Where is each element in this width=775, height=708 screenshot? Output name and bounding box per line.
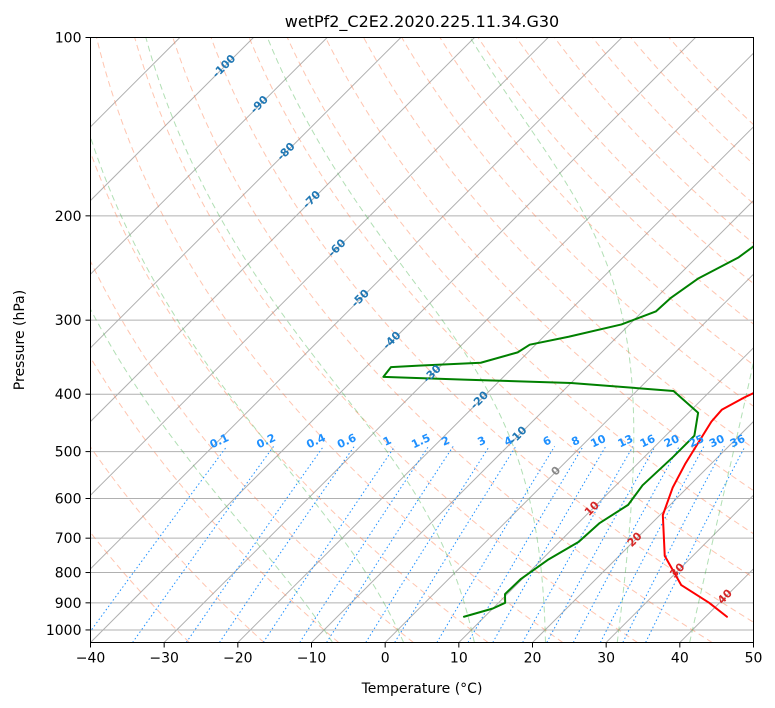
- mixing-ratio-label: 13: [616, 432, 635, 450]
- moist-adiabat-line: [469, 37, 635, 643]
- isotherm-line: [384, 273, 754, 643]
- moist-adiabat-line: [145, 37, 475, 643]
- mixing-ratio-line: [622, 446, 725, 643]
- x-tick-label: 10: [450, 651, 468, 667]
- x-tick-label: 0: [381, 651, 390, 667]
- plot-area: [90, 37, 754, 643]
- mixing-ratio-line: [645, 446, 746, 643]
- x-tick-label: 40: [671, 651, 689, 667]
- y-tick-label: 600: [55, 492, 82, 508]
- mixing-ratio-line: [185, 446, 324, 643]
- x-tick-label: 20: [524, 651, 542, 667]
- moist-adiabat-line: [266, 37, 546, 643]
- dry-adiabat-line: [592, 37, 754, 205]
- isotherm-line: [237, 126, 754, 643]
- mixing-ratio-line: [219, 446, 355, 643]
- moist-adiabat-line: [90, 135, 405, 643]
- x-tick-label: −20: [223, 651, 253, 667]
- chart-title: wetPf2_C2E2.2020.225.11.34.G30: [285, 12, 559, 32]
- profiles: [382, 245, 754, 618]
- mixing-ratio-label: 25: [687, 432, 706, 450]
- dry-adiabat-line: [96, 37, 564, 643]
- isotherm-line: [163, 52, 754, 643]
- y-tick-label: 500: [55, 445, 82, 461]
- mixing-ratio-label: 10: [589, 432, 609, 450]
- x-tick-label: −10: [297, 651, 327, 667]
- moist-adiabat-line: [90, 308, 333, 643]
- background-lines: [90, 37, 754, 643]
- isotherm-line: [90, 37, 328, 275]
- dry-adiabat-line: [477, 37, 754, 325]
- isotherm-line: [90, 37, 254, 202]
- mixing-ratio-label: 36: [728, 432, 748, 450]
- mixing-ratio-line: [262, 446, 396, 643]
- x-tick-label: −30: [149, 651, 179, 667]
- mixing-ratio-line: [326, 446, 454, 643]
- y-axis-label: Pressure (hPa): [12, 290, 28, 390]
- axes: −40 −30 −20 −10 0 10 20 30 40 50 100 200 300 400 500 60…: [46, 31, 763, 667]
- x-axis-label: Temperature (°C): [361, 681, 483, 697]
- x-tick-label: −40: [76, 651, 106, 667]
- isotherm-line: [532, 420, 754, 643]
- mixing-ratio-line: [132, 446, 274, 643]
- y-tick-label: 200: [55, 209, 82, 225]
- dry-adiabat-line: [325, 37, 754, 492]
- mixing-ratio-line: [394, 446, 517, 643]
- dewpoint-profile-line: [382, 245, 754, 618]
- isotherm-line: [458, 347, 754, 643]
- y-tick-label: 900: [55, 596, 82, 612]
- x-tick-label: 50: [745, 651, 763, 667]
- mixing-ratio-label: 16: [638, 432, 658, 450]
- y-tick-label: 100: [55, 31, 82, 47]
- isotherm-line: [605, 494, 754, 643]
- y-tick-label: 700: [55, 531, 82, 547]
- dry-adiabat-line: [134, 37, 638, 643]
- mixing-ratio-line: [299, 446, 429, 643]
- mixing-ratio-label: 30: [707, 432, 727, 450]
- dry-adiabat-line: [210, 37, 754, 623]
- mixing-ratio-label: 20: [662, 432, 682, 450]
- mixing-ratio-line: [546, 446, 656, 643]
- dry-adiabat-line: [90, 446, 265, 643]
- mixing-ratio-line: [365, 446, 490, 643]
- x-tick-label: 30: [597, 651, 615, 667]
- mixing-ratio-line: [522, 446, 634, 643]
- dry-adiabat-line: [515, 37, 754, 285]
- y-tick-label: 1000: [46, 623, 82, 639]
- mixing-ratio-line: [436, 446, 556, 643]
- y-tick-label: 400: [55, 387, 82, 403]
- dry-adiabat-line: [90, 260, 414, 643]
- temperature-profile-line: [661, 392, 754, 618]
- plot-frame: [90, 37, 754, 643]
- dry-adiabat-line: [401, 37, 754, 407]
- isotherm-line: [90, 37, 696, 643]
- moist-adiabat-line: [689, 359, 754, 643]
- dry-adiabat-line: [172, 37, 713, 643]
- isotherm-line: [90, 37, 623, 570]
- y-tick-label: 300: [55, 313, 82, 329]
- y-tick-label: 800: [55, 566, 82, 582]
- isotherm-line: [311, 199, 754, 643]
- dry-adiabat-line: [363, 37, 754, 449]
- isotherm-line: [90, 37, 475, 423]
- isotherm-line: [90, 37, 402, 349]
- mixing-ratio-line: [467, 446, 584, 643]
- dry-adiabat-line: [630, 37, 754, 165]
- dry-adiabat-line: [248, 37, 754, 579]
- isotherm-line: [90, 37, 549, 496]
